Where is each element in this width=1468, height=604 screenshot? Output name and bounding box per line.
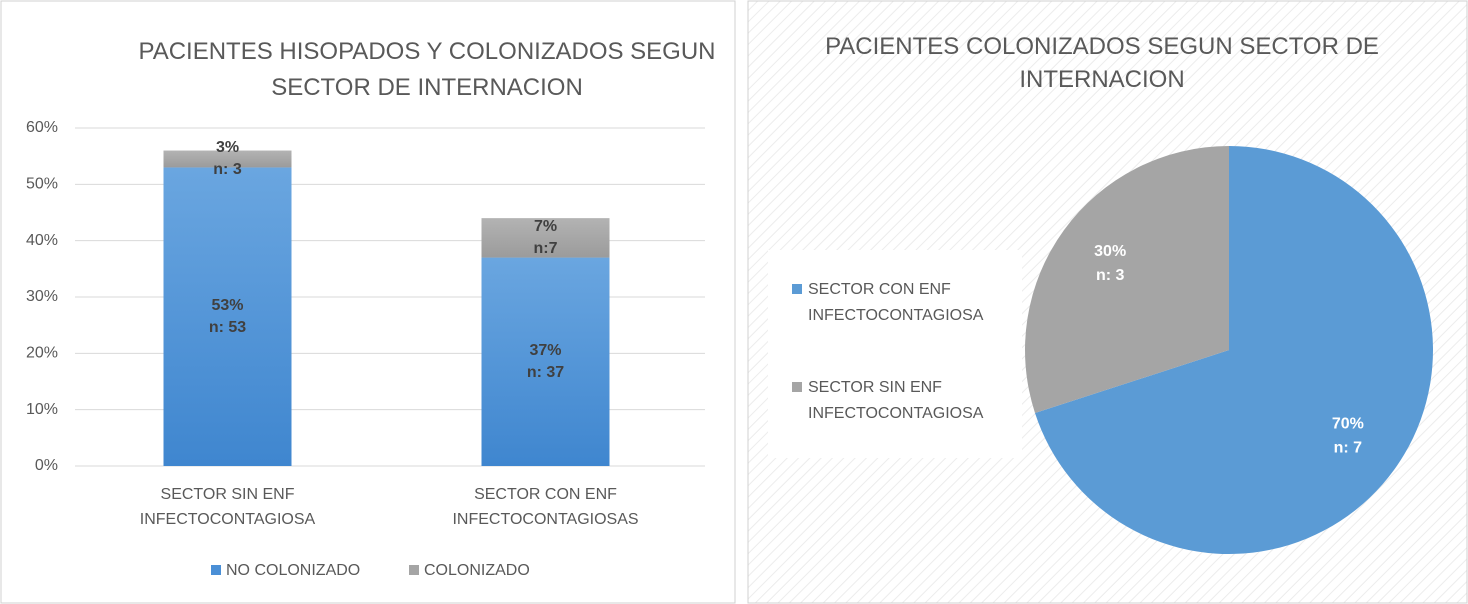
bar-segment	[163, 167, 292, 466]
legend-label: NO COLONIZADO	[226, 562, 360, 579]
y-tick-label: 60%	[26, 119, 58, 136]
data-label: 70%	[1332, 416, 1364, 433]
data-label: n:7	[534, 240, 558, 257]
y-tick-label: 0%	[35, 457, 58, 474]
legend-swatch	[211, 565, 221, 575]
bar-segment	[163, 150, 292, 168]
chart-title: PACIENTES HISOPADOS Y COLONIZADOS SEGUN S…	[138, 38, 715, 101]
legend-swatch	[792, 284, 802, 294]
data-label: n: 37	[527, 364, 564, 381]
legend-label: COLONIZADO	[424, 562, 530, 579]
chart-title: PACIENTES COLONIZADOS SEGUN SECTOR DE INT…	[825, 33, 1379, 93]
bar-segment	[481, 257, 610, 466]
x-tick-label: SECTOR SIN ENF INFECTOCONTAGIOSA	[140, 486, 316, 528]
legend-label: SECTOR CON ENF INFECTOCONTAGIOSA	[808, 281, 984, 324]
data-label: n: 7	[1334, 440, 1363, 457]
data-label: 30%	[1094, 243, 1126, 260]
data-label: 37%	[529, 342, 561, 359]
data-label: n: 3	[1096, 267, 1125, 284]
pie-slice	[1034, 146, 1433, 554]
y-tick-label: 10%	[26, 401, 58, 418]
pie-slice	[1025, 146, 1229, 414]
panel	[0, 0, 736, 604]
data-label: n: 3	[213, 161, 242, 178]
y-tick-label: 40%	[26, 232, 58, 249]
legend-label: SECTOR SIN ENF INFECTOCONTAGIOSA	[808, 379, 984, 422]
data-label: 3%	[216, 139, 239, 156]
x-tick-label: SECTOR CON ENF INFECTOCONTAGIOSAS	[452, 486, 638, 528]
bar-segment	[481, 218, 610, 258]
data-label: n: 53	[209, 319, 246, 336]
legend-swatch	[792, 382, 802, 392]
data-label: 53%	[211, 297, 243, 314]
legend-swatch	[409, 565, 419, 575]
data-label: 7%	[534, 218, 557, 235]
y-tick-label: 20%	[26, 345, 58, 362]
y-tick-label: 30%	[26, 288, 58, 305]
y-tick-label: 50%	[26, 176, 58, 193]
legend-box	[768, 250, 1022, 458]
